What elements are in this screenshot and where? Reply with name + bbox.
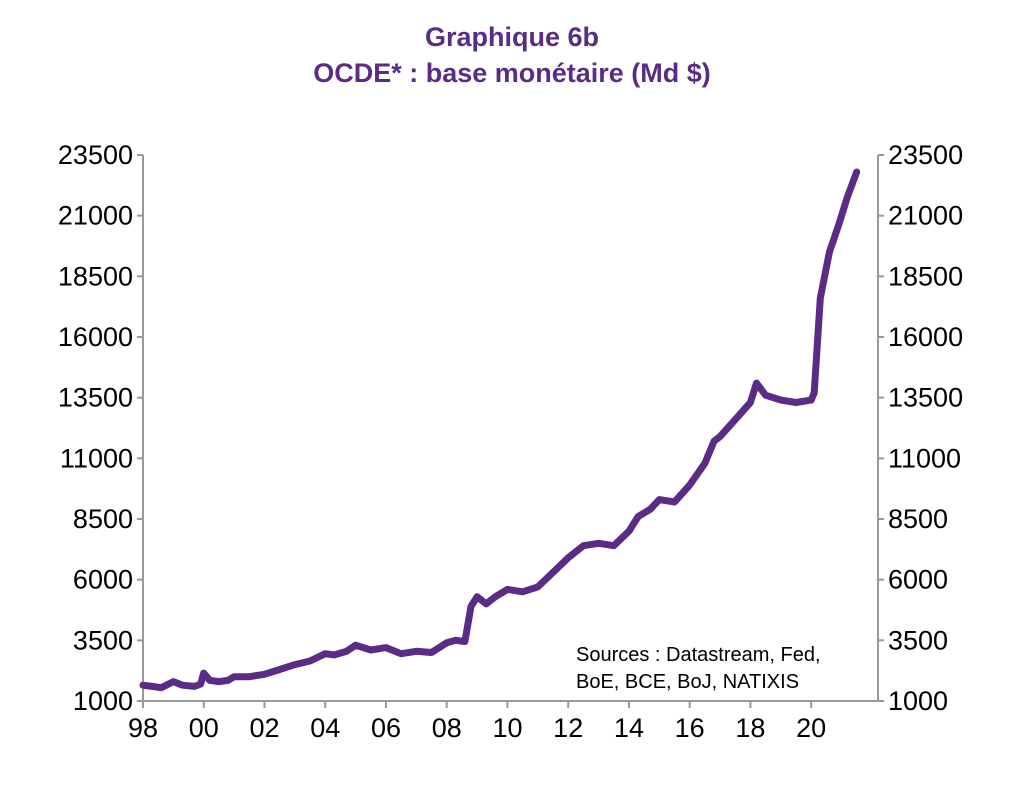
series-line-monetary-base — [139, 168, 861, 692]
chart-title: Graphique 6b — [424, 22, 600, 52]
y-axis-right-ticks: 1000 3500 6000 8500 11000 13500 16000 18500 2100… — [878, 140, 963, 716]
y-tick-label-right: 1000 — [888, 686, 948, 716]
y-tick-label-right: 23500 — [888, 140, 963, 170]
y-tick-label-right: 18500 — [888, 261, 963, 291]
y-tick-label-left: 18500 — [58, 261, 133, 291]
y-tick-label-left: 8500 — [73, 504, 133, 534]
y-tick-label-left: 16000 — [58, 322, 133, 352]
x-tick-label: 02 — [249, 713, 279, 743]
y-tick-label-left: 11000 — [60, 443, 133, 473]
y-tick-label-right: 16000 — [888, 322, 963, 352]
x-tick-label: 04 — [310, 713, 340, 743]
y-tick-label-right: 8500 — [888, 504, 948, 534]
sources-line-2: BoE, BCE, BoJ, NATIXIS — [576, 671, 799, 693]
x-tick-label: 14 — [614, 713, 644, 743]
y-tick-label-left: 21000 — [58, 201, 133, 231]
y-tick-label-right: 6000 — [888, 565, 948, 595]
y-tick-label-left: 6000 — [73, 565, 133, 595]
x-tick-label: 20 — [796, 713, 826, 743]
x-tick-label: 06 — [371, 713, 401, 743]
y-tick-label-left: 3500 — [73, 625, 133, 655]
x-axis-ticks: 98 00 02 04 06 08 10 12 14 16 18 20 — [128, 701, 826, 743]
x-tick-label: 10 — [492, 713, 522, 743]
x-tick-label: 08 — [432, 713, 462, 743]
y-tick-label-right: 11000 — [888, 443, 961, 473]
y-tick-label-left: 23500 — [58, 140, 133, 170]
y-tick-label-right: 3500 — [888, 625, 948, 655]
x-tick-label: 12 — [553, 713, 583, 743]
y-tick-label-left: 1000 — [73, 686, 133, 716]
y-tick-label-right: 21000 — [888, 201, 963, 231]
y-tick-label-left: 13500 — [58, 383, 133, 413]
y-axis-left-ticks: 1000 3500 6000 8500 11000 13500 16000 18500 2100… — [58, 140, 143, 716]
y-tick-label-right: 13500 — [888, 383, 963, 413]
x-tick-label: 98 — [128, 713, 158, 743]
x-tick-label: 18 — [735, 713, 765, 743]
x-tick-label: 16 — [675, 713, 705, 743]
sources-line-1: Sources : Datastream, Fed, — [576, 644, 821, 666]
chart-subtitle: OCDE* : base monétaire (Md $) — [313, 58, 711, 88]
chart-axes — [142, 155, 879, 702]
x-tick-label: 00 — [189, 713, 219, 743]
